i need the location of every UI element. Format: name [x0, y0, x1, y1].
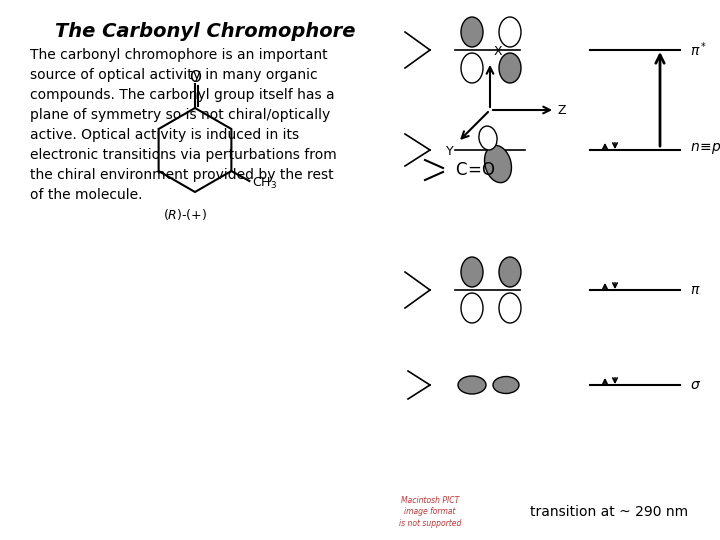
Text: $\pi^*$: $\pi^*$ [690, 40, 707, 59]
Ellipse shape [461, 53, 483, 83]
Text: The Carbonyl Chromophore: The Carbonyl Chromophore [55, 22, 355, 41]
Text: X: X [494, 45, 503, 58]
Ellipse shape [479, 126, 497, 150]
Ellipse shape [461, 257, 483, 287]
Text: Macintosh PICT
image format
is not supported: Macintosh PICT image format is not suppo… [399, 496, 462, 528]
Ellipse shape [458, 376, 486, 394]
Text: $\sigma$: $\sigma$ [690, 378, 701, 392]
Ellipse shape [499, 257, 521, 287]
Text: The carbonyl chromophore is an important
source of optical activity in many orga: The carbonyl chromophore is an important… [30, 48, 337, 203]
Ellipse shape [461, 17, 483, 47]
Ellipse shape [485, 145, 511, 183]
Text: CH$_3$: CH$_3$ [253, 176, 277, 191]
Ellipse shape [499, 293, 521, 323]
Text: Y: Y [446, 145, 454, 158]
Ellipse shape [499, 53, 521, 83]
Ellipse shape [499, 17, 521, 47]
Text: $n\!\equiv\!p_y$: $n\!\equiv\!p_y$ [690, 142, 720, 158]
Text: $\pi$: $\pi$ [690, 283, 701, 297]
Text: $(R)$-$(+)$: $(R)$-$(+)$ [163, 206, 207, 221]
Text: transition at ~ 290 nm: transition at ~ 290 nm [530, 505, 688, 519]
Text: O: O [189, 70, 201, 84]
Ellipse shape [493, 376, 519, 394]
Text: Z: Z [558, 104, 567, 117]
Text: C$\!=\!$O: C$\!=\!$O [455, 161, 496, 179]
Ellipse shape [461, 293, 483, 323]
